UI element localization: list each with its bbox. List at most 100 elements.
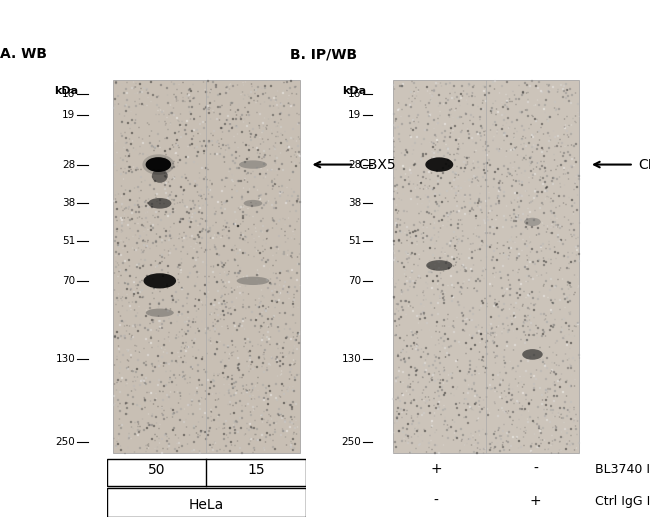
Point — [252, 428, 262, 436]
Point — [177, 338, 188, 347]
Point — [182, 326, 192, 335]
Point — [452, 355, 462, 364]
Point — [192, 129, 203, 137]
Point — [494, 249, 504, 257]
Point — [410, 344, 421, 353]
Point — [281, 159, 291, 168]
Point — [506, 232, 516, 241]
Point — [388, 165, 398, 173]
Point — [517, 209, 527, 218]
Point — [205, 424, 216, 432]
Point — [463, 275, 474, 284]
Point — [278, 284, 288, 293]
Point — [145, 396, 155, 404]
Point — [458, 167, 469, 175]
Point — [528, 300, 539, 309]
Point — [495, 446, 505, 455]
Point — [569, 421, 580, 430]
Point — [396, 296, 406, 305]
Point — [484, 81, 495, 90]
Point — [271, 220, 281, 228]
Point — [254, 294, 264, 303]
Point — [446, 110, 456, 118]
Point — [540, 409, 551, 418]
Point — [260, 88, 270, 97]
Point — [451, 235, 462, 243]
Point — [473, 166, 483, 174]
Point — [405, 186, 415, 194]
Point — [202, 143, 212, 151]
Point — [413, 418, 423, 427]
Point — [120, 230, 130, 238]
Point — [121, 379, 131, 387]
Point — [556, 315, 567, 323]
Point — [242, 294, 252, 302]
Point — [293, 149, 304, 158]
Point — [216, 134, 226, 143]
Point — [456, 249, 466, 258]
Point — [406, 341, 416, 350]
Point — [226, 351, 237, 360]
Point — [288, 134, 298, 143]
Point — [413, 318, 423, 327]
Point — [448, 323, 459, 332]
Point — [443, 212, 453, 220]
Point — [445, 87, 455, 95]
Point — [257, 291, 267, 300]
Point — [181, 207, 192, 215]
Point — [431, 304, 441, 312]
Point — [439, 248, 450, 256]
Point — [516, 135, 526, 143]
Point — [271, 388, 281, 397]
Point — [573, 256, 584, 265]
Point — [252, 302, 263, 310]
Point — [244, 211, 254, 220]
Point — [454, 398, 464, 407]
Point — [153, 375, 164, 384]
Point — [391, 378, 401, 386]
Point — [408, 330, 418, 338]
Point — [185, 370, 195, 378]
Point — [411, 237, 421, 246]
Point — [441, 305, 451, 313]
Point — [520, 302, 530, 310]
Point — [411, 160, 421, 168]
Point — [281, 266, 291, 275]
Point — [145, 336, 155, 344]
Point — [252, 91, 263, 100]
Point — [527, 198, 538, 206]
Point — [224, 118, 235, 126]
Point — [203, 108, 213, 116]
Point — [231, 129, 242, 137]
Point — [427, 235, 437, 243]
Point — [242, 335, 252, 343]
Point — [213, 412, 223, 420]
Point — [430, 448, 440, 457]
Point — [174, 197, 185, 206]
Point — [190, 334, 200, 343]
Point — [451, 253, 462, 261]
Point — [506, 175, 516, 183]
Point — [481, 302, 491, 310]
Point — [565, 251, 575, 260]
Point — [391, 279, 401, 287]
Point — [432, 298, 443, 307]
Point — [391, 342, 401, 351]
Point — [231, 417, 241, 425]
Point — [168, 79, 179, 88]
Point — [518, 432, 528, 440]
Point — [437, 375, 448, 384]
Point — [496, 183, 506, 191]
Ellipse shape — [144, 273, 176, 288]
Point — [415, 392, 425, 401]
Point — [481, 312, 491, 320]
Point — [519, 440, 529, 448]
Point — [407, 228, 417, 236]
Point — [133, 301, 144, 310]
Point — [388, 242, 398, 250]
Point — [266, 296, 277, 304]
Point — [126, 83, 136, 92]
Point — [190, 328, 200, 337]
Point — [528, 385, 538, 394]
Point — [127, 377, 138, 385]
